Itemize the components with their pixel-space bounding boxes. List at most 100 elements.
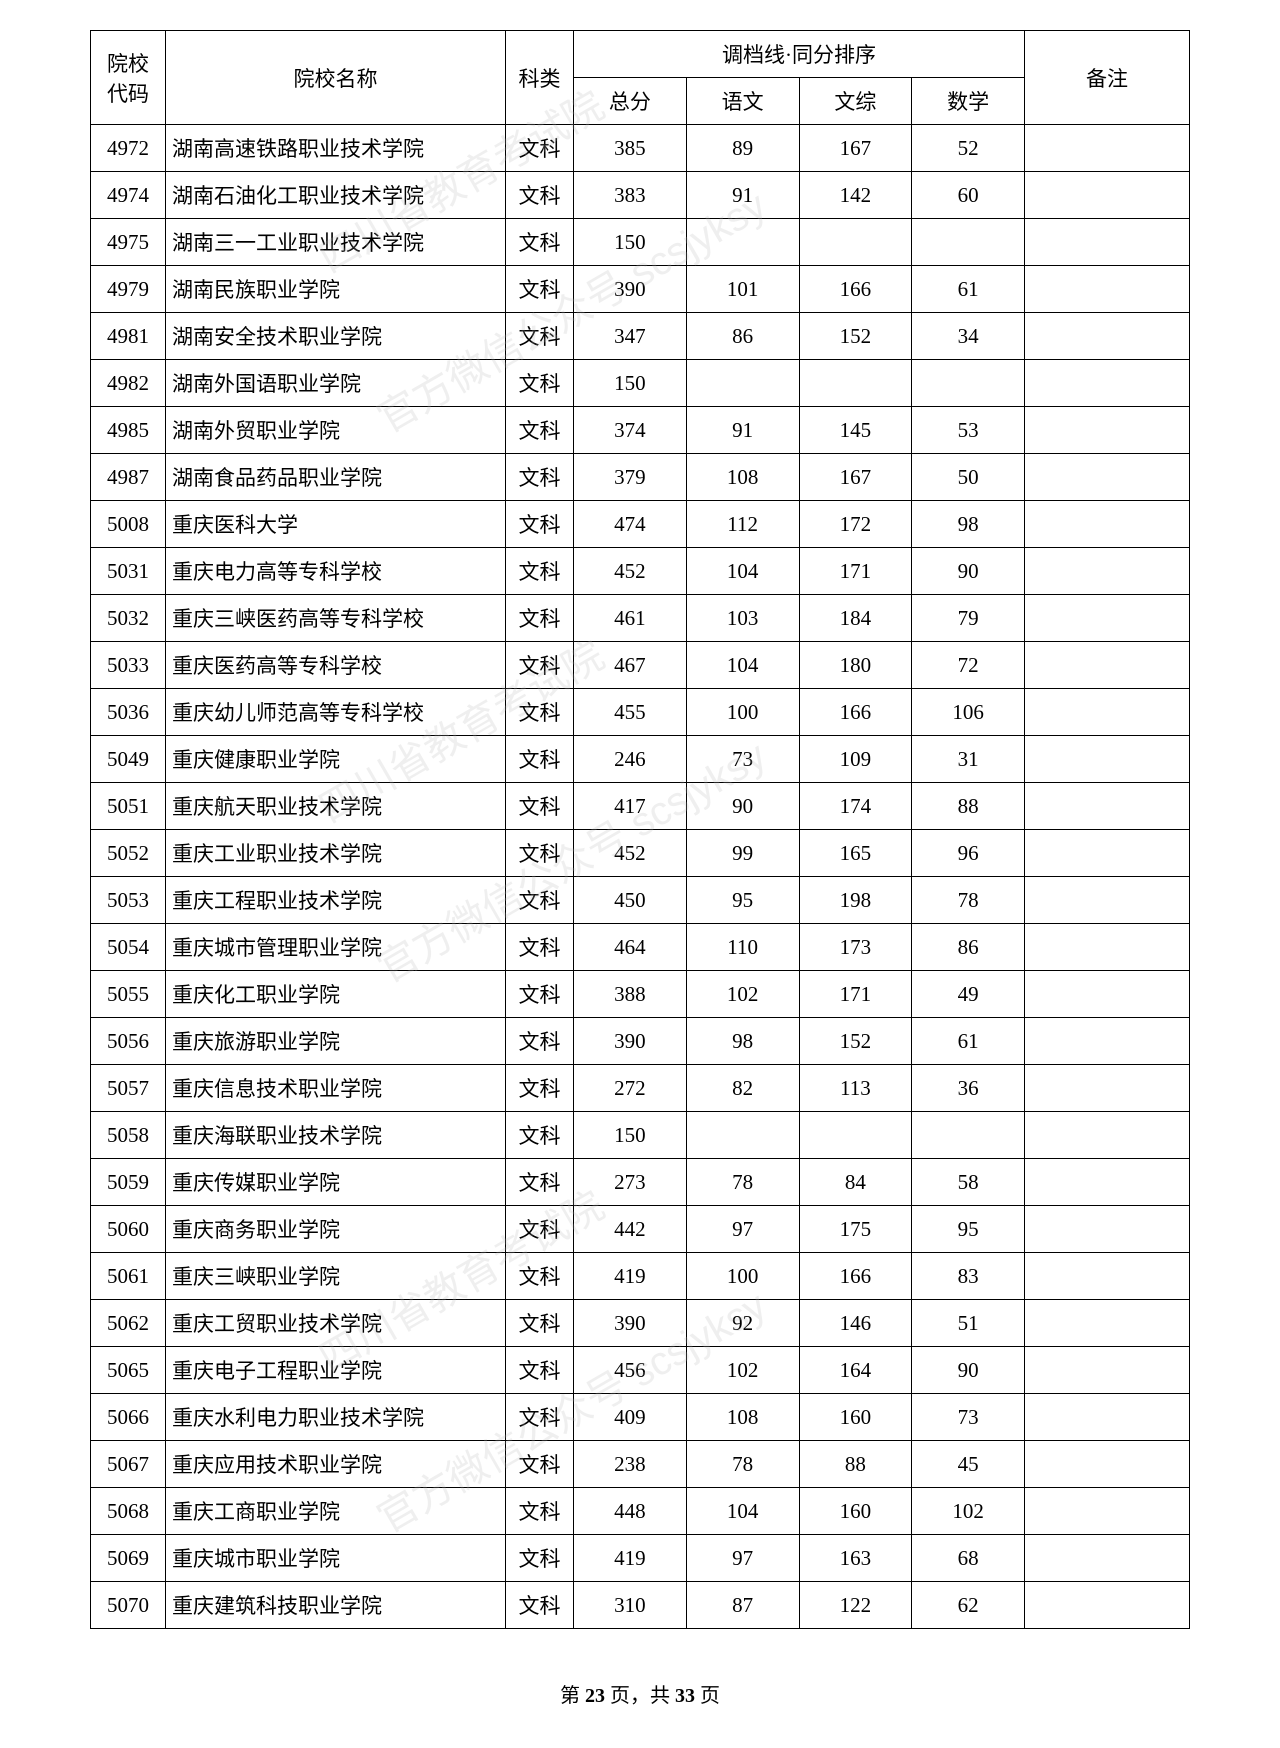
- cell-chinese: 101: [686, 266, 799, 313]
- header-wenzong: 文综: [799, 78, 912, 125]
- cell-wenzong: 142: [799, 172, 912, 219]
- cell-remark: [1025, 1065, 1190, 1112]
- cell-chinese: 86: [686, 313, 799, 360]
- table-row: 5069重庆城市职业学院文科4199716368: [91, 1535, 1190, 1582]
- cell-total: 383: [574, 172, 687, 219]
- cell-chinese: 102: [686, 1347, 799, 1394]
- cell-subject: 文科: [506, 1065, 574, 1112]
- cell-total: 347: [574, 313, 687, 360]
- cell-math: 62: [912, 1582, 1025, 1629]
- cell-chinese: 91: [686, 407, 799, 454]
- cell-remark: [1025, 1394, 1190, 1441]
- cell-remark: [1025, 219, 1190, 266]
- cell-total: 379: [574, 454, 687, 501]
- cell-chinese: 102: [686, 971, 799, 1018]
- cell-chinese: 99: [686, 830, 799, 877]
- cell-remark: [1025, 548, 1190, 595]
- cell-chinese: 97: [686, 1206, 799, 1253]
- cell-name: 湖南高速铁路职业技术学院: [166, 125, 506, 172]
- cell-name: 湖南外贸职业学院: [166, 407, 506, 454]
- cell-name: 重庆传媒职业学院: [166, 1159, 506, 1206]
- table-row: 5060重庆商务职业学院文科4429717595: [91, 1206, 1190, 1253]
- cell-name: 重庆水利电力职业技术学院: [166, 1394, 506, 1441]
- header-code: 院校代码: [91, 31, 166, 125]
- cell-name: 重庆医科大学: [166, 501, 506, 548]
- cell-name: 重庆商务职业学院: [166, 1206, 506, 1253]
- table-row: 5061重庆三峡职业学院文科41910016683: [91, 1253, 1190, 1300]
- cell-total: 409: [574, 1394, 687, 1441]
- cell-subject: 文科: [506, 1112, 574, 1159]
- cell-chinese: 89: [686, 125, 799, 172]
- cell-wenzong: 174: [799, 783, 912, 830]
- cell-code: 4972: [91, 125, 166, 172]
- cell-total: 272: [574, 1065, 687, 1112]
- cell-code: 5056: [91, 1018, 166, 1065]
- cell-wenzong: 166: [799, 1253, 912, 1300]
- cell-wenzong: 122: [799, 1582, 912, 1629]
- cell-math: 51: [912, 1300, 1025, 1347]
- cell-code: 5058: [91, 1112, 166, 1159]
- cell-wenzong: 184: [799, 595, 912, 642]
- cell-total: 419: [574, 1253, 687, 1300]
- table-row: 5053重庆工程职业技术学院文科4509519878: [91, 877, 1190, 924]
- cell-math: 79: [912, 595, 1025, 642]
- cell-total: 390: [574, 266, 687, 313]
- cell-subject: 文科: [506, 924, 574, 971]
- cell-subject: 文科: [506, 595, 574, 642]
- cell-subject: 文科: [506, 407, 574, 454]
- cell-math: 88: [912, 783, 1025, 830]
- cell-remark: [1025, 689, 1190, 736]
- cell-math: 36: [912, 1065, 1025, 1112]
- cell-name: 湖南食品药品职业学院: [166, 454, 506, 501]
- cell-total: 385: [574, 125, 687, 172]
- cell-name: 湖南石油化工职业技术学院: [166, 172, 506, 219]
- cell-math: 90: [912, 548, 1025, 595]
- cell-wenzong: 173: [799, 924, 912, 971]
- cell-code: 4982: [91, 360, 166, 407]
- table-header: 院校代码 院校名称 科类 调档线·同分排序 备注 总分 语文 文综 数学: [91, 31, 1190, 125]
- cell-wenzong: 175: [799, 1206, 912, 1253]
- cell-total: 450: [574, 877, 687, 924]
- cell-total: 456: [574, 1347, 687, 1394]
- cell-name: 重庆航天职业技术学院: [166, 783, 506, 830]
- table-row: 5058重庆海联职业技术学院文科150: [91, 1112, 1190, 1159]
- cell-code: 5061: [91, 1253, 166, 1300]
- cell-wenzong: 166: [799, 689, 912, 736]
- cell-math: 34: [912, 313, 1025, 360]
- table-row: 5055重庆化工职业学院文科38810217149: [91, 971, 1190, 1018]
- cell-math: 61: [912, 1018, 1025, 1065]
- cell-wenzong: 166: [799, 266, 912, 313]
- table-row: 5066重庆水利电力职业技术学院文科40910816073: [91, 1394, 1190, 1441]
- cell-wenzong: 88: [799, 1441, 912, 1488]
- table-row: 5054重庆城市管理职业学院文科46411017386: [91, 924, 1190, 971]
- table-row: 4975湖南三一工业职业技术学院文科150: [91, 219, 1190, 266]
- cell-total: 310: [574, 1582, 687, 1629]
- cell-math: 106: [912, 689, 1025, 736]
- cell-code: 5069: [91, 1535, 166, 1582]
- cell-wenzong: 145: [799, 407, 912, 454]
- cell-chinese: 100: [686, 1253, 799, 1300]
- cell-math: 83: [912, 1253, 1025, 1300]
- table-row: 4979湖南民族职业学院文科39010116661: [91, 266, 1190, 313]
- cell-math: 61: [912, 266, 1025, 313]
- cell-wenzong: 171: [799, 548, 912, 595]
- cell-subject: 文科: [506, 830, 574, 877]
- cell-name: 重庆城市职业学院: [166, 1535, 506, 1582]
- cell-code: 4974: [91, 172, 166, 219]
- cell-total: 238: [574, 1441, 687, 1488]
- cell-math: 86: [912, 924, 1025, 971]
- cell-chinese: 97: [686, 1535, 799, 1582]
- cell-name: 重庆工程职业技术学院: [166, 877, 506, 924]
- cell-name: 重庆电力高等专科学校: [166, 548, 506, 595]
- header-total: 总分: [574, 78, 687, 125]
- cell-total: 419: [574, 1535, 687, 1582]
- cell-remark: [1025, 1159, 1190, 1206]
- table-row: 5033重庆医药高等专科学校文科46710418072: [91, 642, 1190, 689]
- cell-chinese: 78: [686, 1159, 799, 1206]
- cell-name: 重庆工贸职业技术学院: [166, 1300, 506, 1347]
- cell-wenzong: 172: [799, 501, 912, 548]
- cell-math: 68: [912, 1535, 1025, 1582]
- header-subject: 科类: [506, 31, 574, 125]
- cell-wenzong: [799, 1112, 912, 1159]
- cell-chinese: [686, 360, 799, 407]
